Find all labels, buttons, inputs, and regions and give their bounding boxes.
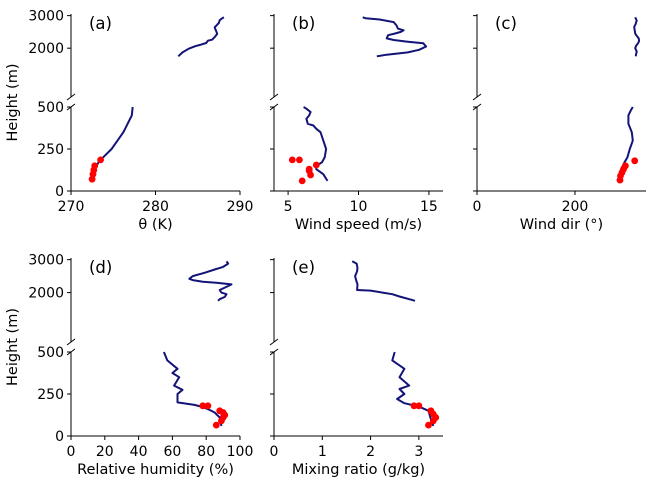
y-tick-label: 500: [37, 100, 64, 116]
observation-point: [216, 407, 224, 415]
x-tick-label: 5: [284, 199, 293, 215]
upper-profile-line: [351, 260, 416, 302]
observation-point: [307, 171, 314, 179]
y-tick-label: 2000: [28, 286, 64, 302]
x-tick-label: 270: [58, 199, 85, 215]
y-tick-label: 500: [37, 345, 64, 361]
observation-point: [415, 402, 423, 410]
x-tick-label: 100: [227, 444, 254, 460]
axis-break-mark: [269, 93, 279, 101]
observation-point: [97, 156, 104, 164]
y-tick-label: 0: [55, 429, 64, 445]
observation-point: [427, 407, 435, 415]
upper-profile-line: [362, 16, 428, 58]
observation-point: [425, 421, 432, 429]
observation-point: [312, 161, 320, 169]
upper-profile-line: [188, 260, 233, 302]
observation-point: [631, 157, 639, 165]
observation-point: [199, 402, 207, 410]
y-axis-label: Height (m): [5, 308, 21, 386]
x-tick-label: 290: [227, 199, 254, 215]
lower-profile-line: [90, 106, 134, 182]
x-tick-label: 40: [130, 444, 148, 460]
panel-2: 5 10 15 Wind speed (m/s) (b): [269, 14, 443, 233]
panel-1: 0 250 500 2000 3000 270 280 290 θ (K) Height (m) (…: [5, 9, 253, 233]
x-axis-label: Mixing ratio (g/kg): [292, 462, 425, 478]
observation-point: [298, 177, 306, 185]
lower-profile-line: [162, 351, 223, 427]
y-tick-label: 250: [37, 142, 64, 158]
observation-point: [296, 156, 303, 164]
axis-break-mark: [66, 93, 76, 101]
observation-point: [204, 402, 212, 410]
x-tick-label: 2: [366, 444, 375, 460]
x-tick-label: 200: [562, 199, 589, 215]
x-tick-label: 15: [420, 199, 438, 215]
x-tick-label: 0: [67, 444, 76, 460]
x-tick-label: 280: [142, 199, 169, 215]
x-tick-label: 0: [270, 444, 279, 460]
x-tick-label: 80: [197, 444, 215, 460]
x-tick-label: 10: [350, 199, 368, 215]
panel-3: 0 200 Wind dir (°) (c): [473, 14, 646, 233]
axis-break-mark: [472, 93, 482, 101]
panel-letter: (d): [89, 258, 112, 277]
y-tick-label: 3000: [28, 9, 64, 25]
x-axis-label: Wind speed (m/s): [295, 217, 422, 233]
x-tick-label: 0: [473, 199, 482, 215]
axis-break-mark: [269, 338, 279, 346]
y-tick-label: 0: [55, 184, 64, 200]
y-tick-label: 3000: [28, 253, 64, 269]
observation-point: [288, 156, 296, 164]
upper-profile-line: [633, 16, 641, 57]
observation-point: [212, 421, 220, 429]
y-tick-label: 2000: [28, 41, 64, 57]
axis-break-mark: [66, 338, 76, 346]
panel-letter: (e): [292, 258, 315, 277]
x-axis-label: Relative humidity (%): [77, 462, 234, 478]
upper-profile-line: [177, 16, 225, 58]
x-axis-label: θ (K): [138, 217, 172, 233]
observation-point: [622, 162, 629, 170]
y-axis-label: Height (m): [5, 64, 21, 142]
panel-4: 0 250 500 2000 3000 0 20 40 60 80 100 Relative humi…: [5, 253, 253, 478]
panel-letter: (c): [495, 14, 517, 33]
panel-5: 0 1 2 3 Mixing ratio (g/kg) (e): [270, 258, 443, 478]
panel-letter: (b): [292, 14, 315, 33]
observation-point: [410, 402, 418, 410]
x-axis-label: Wind dir (°): [520, 217, 603, 233]
panel-letter: (a): [89, 14, 112, 33]
x-tick-label: 3: [414, 444, 423, 460]
lower-profile-line: [391, 351, 435, 427]
x-tick-label: 20: [96, 444, 114, 460]
y-tick-label: 250: [37, 387, 64, 403]
x-tick-label: 1: [318, 444, 327, 460]
observation-point: [91, 162, 99, 170]
x-tick-label: 60: [163, 444, 181, 460]
